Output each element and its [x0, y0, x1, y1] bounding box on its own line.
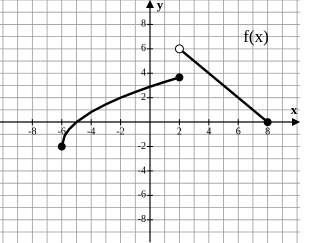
y-tick-label: 6	[141, 43, 146, 54]
x-tick-label: -6	[58, 126, 66, 137]
function-curve	[60, 76, 181, 148]
x-tick-label: 8	[265, 126, 270, 137]
open-endpoint	[174, 44, 184, 54]
x-tick-label: 4	[206, 126, 211, 137]
function-curve	[178, 47, 269, 124]
closed-endpoint	[57, 142, 66, 151]
chart: x y f(x) -8 -6 -4 -2 2 4 6 8 -8 -6 -4 -2 2 4 6 8	[0, 0, 300, 243]
closed-endpoint	[263, 118, 272, 127]
x-tick-label: -4	[87, 126, 95, 137]
y-tick-label: -4	[138, 165, 146, 176]
y-tick-label: -8	[138, 214, 146, 225]
closed-endpoint	[175, 73, 184, 82]
x-tick-label: 6	[236, 126, 241, 137]
y-tick-label: -6	[138, 190, 146, 201]
y-tick-label: 4	[141, 68, 146, 79]
x-axis-label: x	[291, 102, 298, 117]
x-tick-label: -8	[28, 126, 36, 137]
y-tick-label: -2	[138, 141, 146, 152]
x-tick-label: -2	[116, 126, 124, 137]
function-label: f(x)	[243, 27, 268, 46]
y-tick-label: 8	[141, 19, 146, 30]
y-tick-label: 2	[141, 92, 146, 103]
x-tick-label: 2	[177, 126, 182, 137]
y-axis-label: y	[157, 0, 164, 12]
